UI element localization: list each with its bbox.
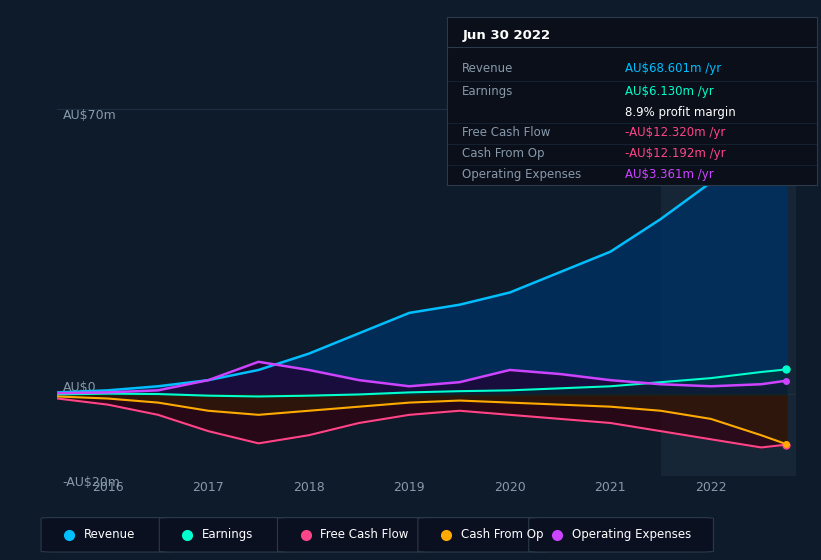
Text: Cash From Op: Cash From Op [461,528,544,542]
FancyBboxPatch shape [418,517,551,552]
Text: Operating Expenses: Operating Expenses [462,168,581,181]
Text: -AU$20m: -AU$20m [62,476,121,489]
Text: Cash From Op: Cash From Op [462,147,544,160]
Text: Revenue: Revenue [84,528,135,542]
Text: Earnings: Earnings [202,528,254,542]
FancyBboxPatch shape [277,517,433,552]
FancyBboxPatch shape [41,517,174,552]
Text: AU$68.601m /yr: AU$68.601m /yr [625,62,721,75]
Text: Earnings: Earnings [462,85,514,98]
FancyBboxPatch shape [529,517,713,552]
Text: Free Cash Flow: Free Cash Flow [320,528,409,542]
Text: Free Cash Flow: Free Cash Flow [462,126,551,139]
Text: AU$70m: AU$70m [62,109,117,122]
Text: AU$3.361m /yr: AU$3.361m /yr [625,168,713,181]
Text: AU$0: AU$0 [62,381,96,394]
Text: 8.9% profit margin: 8.9% profit margin [625,106,736,119]
Text: Jun 30 2022: Jun 30 2022 [462,29,550,41]
Text: Operating Expenses: Operating Expenses [571,528,690,542]
FancyBboxPatch shape [159,517,292,552]
Text: AU$6.130m /yr: AU$6.130m /yr [625,85,713,98]
Text: Revenue: Revenue [462,62,514,75]
Bar [661,101,796,476]
Text: -AU$12.192m /yr: -AU$12.192m /yr [625,147,726,160]
Text: -AU$12.320m /yr: -AU$12.320m /yr [625,126,725,139]
